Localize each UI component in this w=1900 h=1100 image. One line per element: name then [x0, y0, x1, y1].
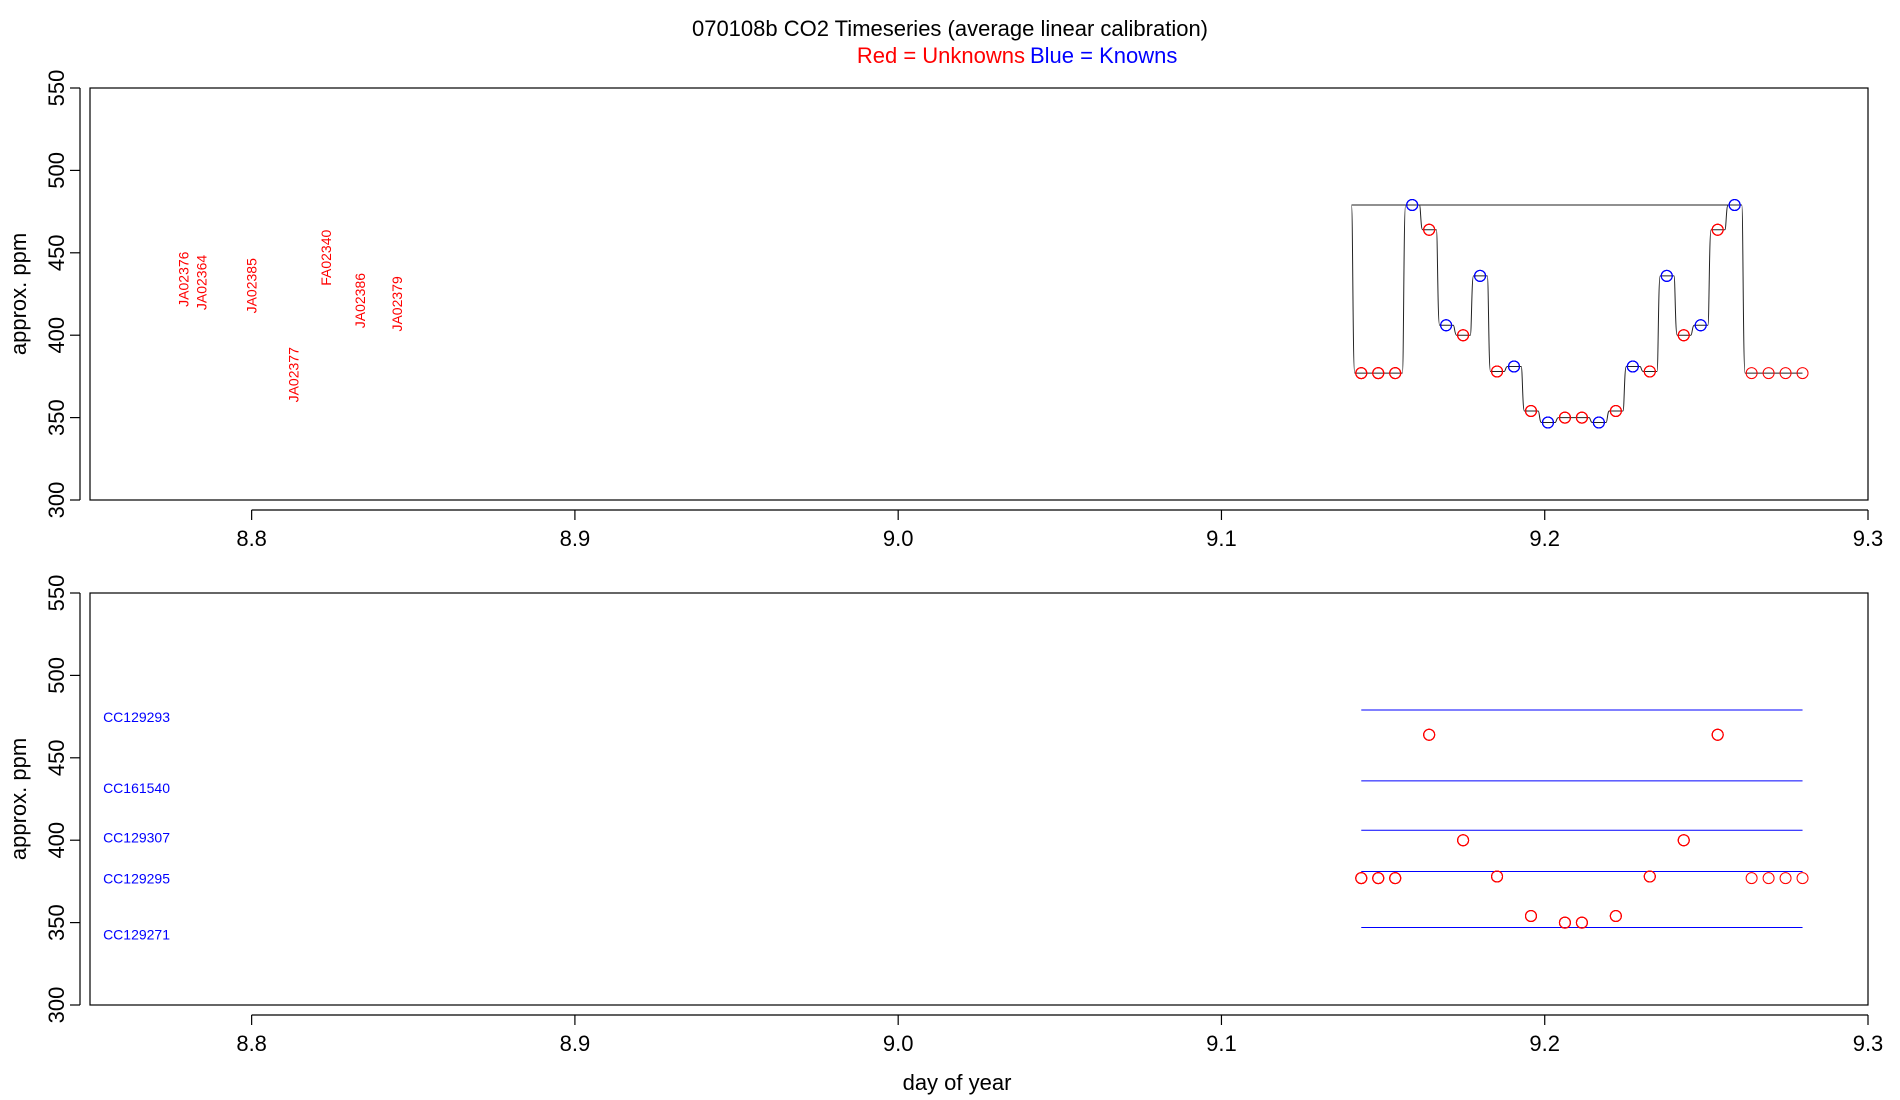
unknown-point: [1491, 365, 1504, 378]
top-x-tick-label: 9.1: [1206, 526, 1237, 551]
unknown-point: [1677, 834, 1690, 847]
bottom-y-tick-label: 550: [44, 575, 69, 612]
reference-gas-label: CC129271: [103, 927, 170, 943]
unknown-point: [1389, 872, 1402, 885]
unknown-point: [1779, 367, 1792, 380]
x-axis-label: day of year: [903, 1070, 1012, 1095]
known-point: [1440, 319, 1453, 332]
concentration-trace-line: [1351, 204, 1803, 423]
reference-gas-label: CC129293: [103, 709, 170, 725]
known-point: [1626, 360, 1639, 373]
unknown-point: [1423, 728, 1436, 741]
legend-knowns: Blue = Knowns: [1030, 43, 1177, 68]
bottom-y-tick-label: 300: [44, 987, 69, 1024]
unknown-point: [1762, 367, 1775, 380]
unknown-point: [1558, 916, 1571, 929]
top-y-tick-label: 350: [44, 399, 69, 436]
unknown-point: [1524, 910, 1537, 923]
known-point: [1541, 416, 1554, 429]
unknown-point: [1677, 329, 1690, 342]
bottom-x-tick-label: 9.2: [1529, 1031, 1560, 1056]
reference-gas-label: CC129307: [103, 829, 170, 845]
bottom-x-tick-label: 9.0: [883, 1031, 914, 1056]
unknown-point: [1711, 728, 1724, 741]
top-x-tick-label: 9.2: [1529, 526, 1560, 551]
unknown-point: [1796, 367, 1809, 380]
bottom-x-tick-label: 9.1: [1206, 1031, 1237, 1056]
bottom-y-axis-label: approx. ppm: [6, 738, 31, 860]
unknown-point: [1643, 870, 1656, 883]
reference-gas-label: CC161540: [103, 780, 170, 796]
unknown-point: [1796, 872, 1809, 885]
top-y-tick-label: 450: [44, 234, 69, 271]
unknown-point: [1457, 834, 1470, 847]
unknown-point: [1762, 872, 1775, 885]
unknown-point: [1372, 367, 1385, 380]
sample-label: FA02340: [318, 230, 334, 286]
sample-label: JA02376: [176, 251, 192, 306]
unknown-point: [1457, 329, 1470, 342]
bottom-plot-frame: [89, 592, 1869, 1006]
reference-gas-label: CC129295: [103, 871, 170, 887]
known-point: [1660, 269, 1673, 282]
unknown-point: [1389, 367, 1402, 380]
top-panel: 300 350 400 450 500 550 8.8 8.9 9.0 9.1 9.2 9.3 appr…: [6, 70, 1883, 551]
bottom-y-tick-label: 400: [44, 822, 69, 859]
top-plot-frame: [89, 87, 1869, 501]
top-y-tick-label: 300: [44, 482, 69, 519]
unknown-point: [1355, 872, 1368, 885]
top-x-tick-label: 8.9: [560, 526, 591, 551]
unknown-point: [1609, 910, 1622, 923]
unknown-point: [1524, 405, 1537, 418]
top-y-tick-label: 550: [44, 70, 69, 107]
unknown-point: [1745, 872, 1758, 885]
sample-label: JA02386: [352, 273, 368, 328]
unknown-point: [1558, 411, 1571, 424]
top-y-tick-label: 400: [44, 317, 69, 354]
unknown-point: [1609, 405, 1622, 418]
unknown-point: [1643, 365, 1656, 378]
known-point: [1592, 416, 1605, 429]
unknown-point: [1575, 411, 1588, 424]
sample-label: JA02377: [286, 347, 302, 402]
unknown-point: [1745, 367, 1758, 380]
bottom-x-tick-label: 9.3: [1853, 1031, 1884, 1056]
chart-title: 070108b CO2 Timeseries (average linear c…: [692, 16, 1208, 41]
bottom-y-tick-label: 450: [44, 739, 69, 776]
unknown-point: [1711, 223, 1724, 236]
unknown-point: [1372, 872, 1385, 885]
known-point: [1694, 319, 1707, 332]
top-x-tick-label: 8.8: [236, 526, 267, 551]
top-y-tick-label: 500: [44, 152, 69, 189]
unknown-point: [1355, 367, 1368, 380]
top-x-tick-label: 9.3: [1853, 526, 1884, 551]
top-x-tick-label: 9.0: [883, 526, 914, 551]
unknown-point: [1491, 870, 1504, 883]
unknown-point: [1423, 223, 1436, 236]
bottom-x-tick-label: 8.8: [236, 1031, 267, 1056]
unknown-point: [1575, 916, 1588, 929]
known-point: [1406, 199, 1419, 212]
unknown-point: [1779, 872, 1792, 885]
bottom-y-tick-label: 500: [44, 657, 69, 694]
bottom-y-tick-label: 350: [44, 904, 69, 941]
top-y-axis-label: approx. ppm: [6, 233, 31, 355]
sample-label: JA02364: [193, 255, 209, 310]
legend-unknowns: Red = Unknowns: [857, 43, 1025, 68]
bottom-panel: 300 350 400 450 500 550 8.8 8.9 9.0 9.1 9.2 9.3 appr…: [6, 575, 1883, 1056]
known-point: [1728, 199, 1741, 212]
bottom-x-tick-label: 8.9: [560, 1031, 591, 1056]
known-point: [1474, 269, 1487, 282]
sample-label: JA02379: [389, 276, 405, 331]
sample-label: JA02385: [243, 258, 259, 313]
known-point: [1508, 360, 1521, 373]
